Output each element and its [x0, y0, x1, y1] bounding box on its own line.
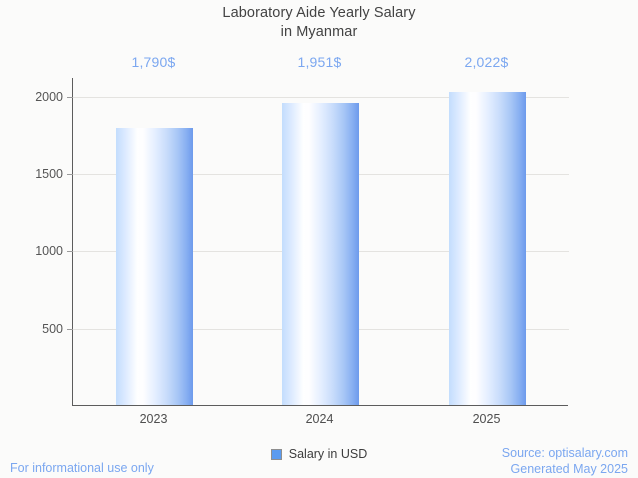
bar-2023[interactable]	[116, 128, 193, 405]
legend-swatch-icon	[270, 448, 282, 460]
bar-2024[interactable]	[282, 103, 359, 405]
tick-mark-1500	[67, 173, 73, 175]
gridline-2000	[73, 96, 569, 98]
bar-2025[interactable]	[449, 92, 526, 405]
y-axis-label-1500: 1500	[35, 166, 63, 181]
x-axis-label-2024: 2024	[305, 412, 334, 426]
footer-disclaimer: For informational use only	[10, 461, 154, 475]
chart-title-line-1: Laboratory Aide Yearly Salary	[222, 5, 416, 21]
chart-title-line-2: in Myanmar	[280, 24, 358, 40]
x-axis-label-2023: 2023	[139, 412, 168, 426]
bar-value-label-2025: 2,022$	[464, 54, 509, 70]
tick-mark-2000	[67, 96, 73, 98]
plot-area: 500 1000 1500 2000	[35, 78, 569, 406]
footer-source-block: Source: optisalary.com Generated May 202…	[502, 446, 628, 477]
footer-source: Source: optisalary.com	[501, 446, 628, 460]
chart-legend: Salary in USD	[0, 447, 638, 461]
footer-generated: Generated May 2025	[510, 461, 628, 476]
chart-title: Laboratory Aide Yearly Salary in Myanmar	[0, 4, 638, 42]
y-axis-label-1000: 1000	[35, 244, 63, 259]
bar-value-label-2024: 1,951$	[297, 54, 342, 70]
y-axis-label-2000: 2000	[35, 89, 63, 104]
legend-item-label: Salary in USD	[288, 447, 368, 461]
tick-mark-1000	[67, 251, 73, 253]
bar-value-label-2023: 1,790$	[131, 54, 176, 70]
tick-mark-500	[67, 328, 73, 330]
x-axis-label-2025: 2025	[472, 412, 501, 426]
legend-item-salary-in-usd[interactable]: Salary in USD	[270, 447, 368, 461]
y-axis-label-500: 500	[42, 321, 63, 336]
